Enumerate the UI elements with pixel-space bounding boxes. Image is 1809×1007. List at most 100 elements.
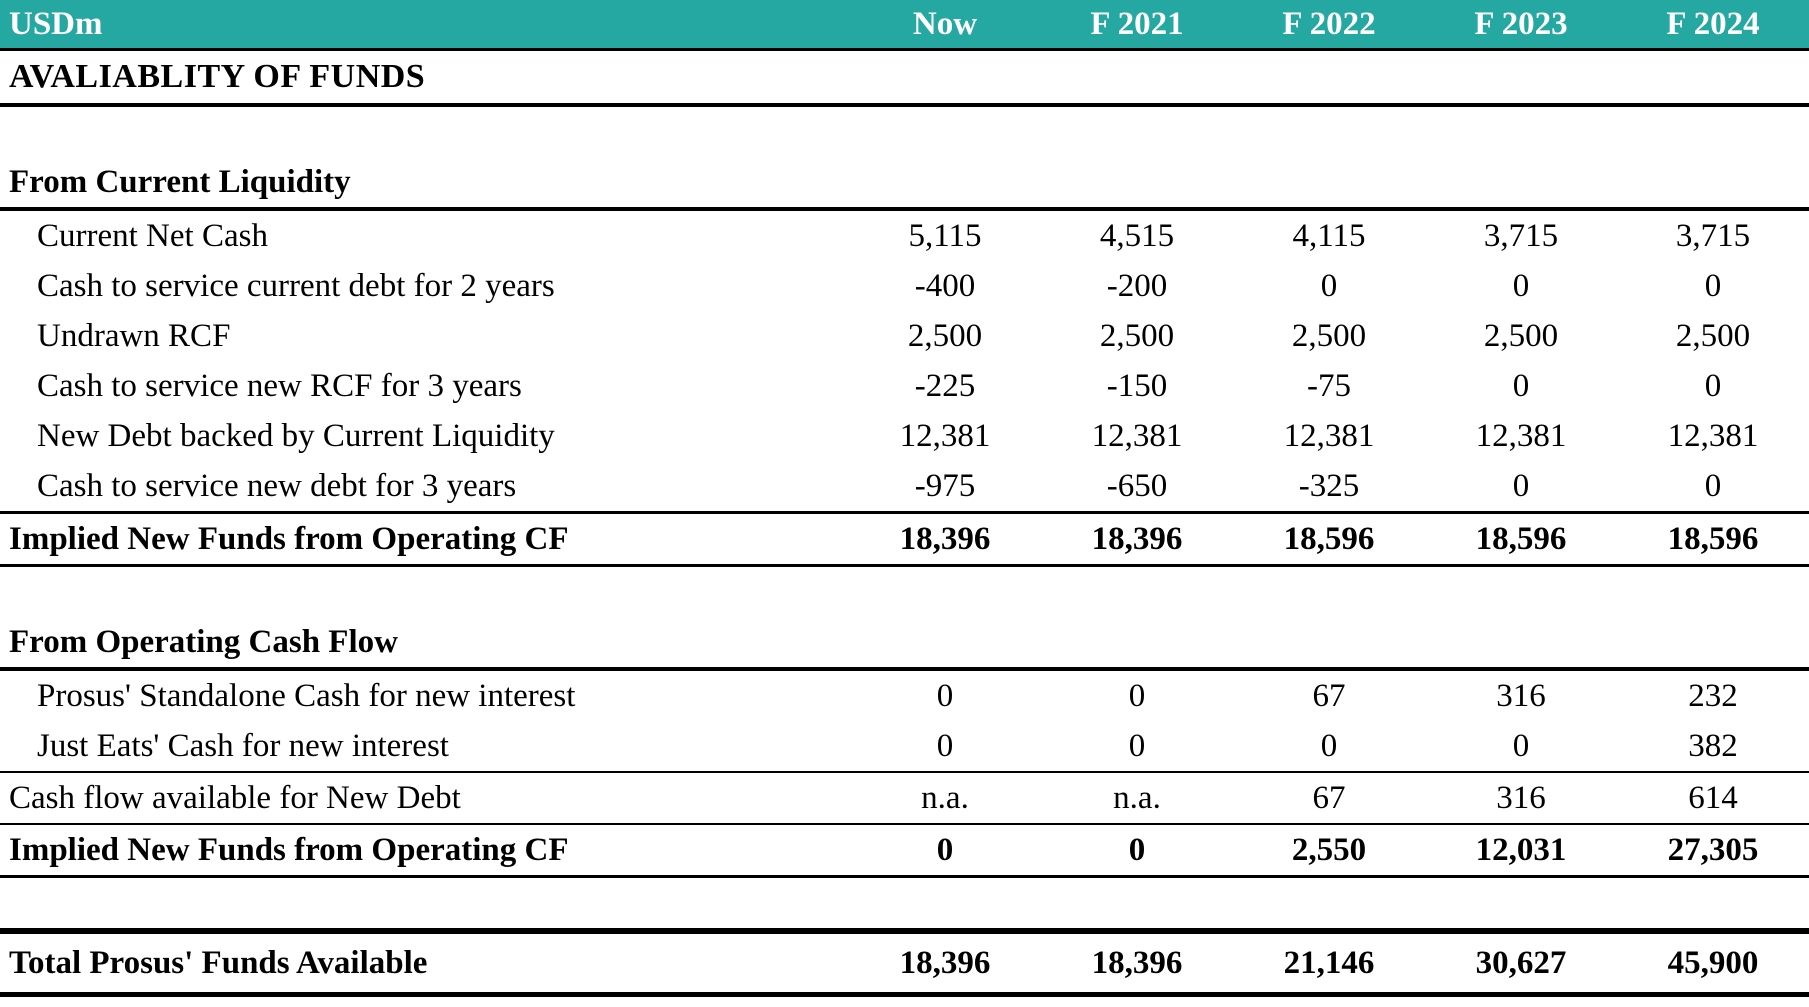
cell-value: 0: [1512, 467, 1530, 504]
cell-value: -150: [1106, 367, 1168, 404]
row-label: Prosus' Standalone Cash for new interest: [37, 677, 576, 714]
cell-value: 382: [1688, 727, 1738, 764]
cell-value: -325: [1298, 467, 1360, 504]
cell-value: 0: [1320, 727, 1338, 764]
row-label: Cash to service new debt for 3 years: [37, 467, 517, 504]
cell-value: n.a.: [921, 779, 969, 816]
table-row: Cash to service new RCF for 3 years -225 -…: [0, 361, 1809, 411]
cell-value: 3,715: [1483, 217, 1559, 254]
cell-value: 45,900: [1667, 944, 1759, 981]
cell-value: 18,396: [1091, 520, 1183, 557]
table-row: Cash flow available for New Debt n.a. n.a.…: [0, 773, 1809, 825]
cell-value: 2,550: [1291, 831, 1367, 868]
unit-label: USDm: [9, 5, 103, 42]
cell-value: 2,500: [1675, 317, 1751, 354]
cell-value: -975: [914, 467, 976, 504]
row-label: From Current Liquidity: [9, 163, 351, 200]
cell-value: 18,396: [899, 944, 991, 981]
cell-value: -400: [914, 267, 976, 304]
cell-value: 0: [1704, 367, 1722, 404]
table-header-row: USDm Now F 2021 F 2022 F 2023 F 2024: [0, 0, 1809, 51]
column-header: F 2024: [1666, 5, 1760, 42]
cell-value: 12,381: [1283, 417, 1375, 454]
table-row: Cash to service new debt for 3 years -975…: [0, 461, 1809, 514]
cell-value: 18,396: [899, 520, 991, 557]
table-row: Total Prosus' Funds Available 18,396 18,39…: [0, 928, 1809, 997]
table-row: Just Eats' Cash for new interest 0 0 0 0 382: [0, 721, 1809, 773]
cell-value: 30,627: [1475, 944, 1567, 981]
row-label: From Operating Cash Flow: [9, 623, 398, 660]
table-row: Implied New Funds from Operating CF 0 0 2,5…: [0, 825, 1809, 878]
table-title: AVALIABLITY OF FUNDS: [9, 58, 426, 95]
spacer-row: [0, 107, 1809, 157]
cell-value: 0: [936, 677, 954, 714]
cell-value: 0: [1128, 677, 1146, 714]
row-label: New Debt backed by Current Liquidity: [37, 417, 555, 454]
table-row: From Operating Cash Flow: [0, 617, 1809, 671]
spacer-row: [0, 878, 1809, 928]
cell-value: 18,596: [1283, 520, 1375, 557]
spacer-row: [0, 567, 1809, 617]
cell-value: 12,381: [899, 417, 991, 454]
row-label: Cash to service new RCF for 3 years: [37, 367, 522, 404]
cell-value: 2,500: [1099, 317, 1175, 354]
cell-value: -225: [914, 367, 976, 404]
table-row: Undrawn RCF 2,500 2,500 2,500 2,500 2,500: [0, 311, 1809, 361]
cell-value: 316: [1496, 779, 1546, 816]
cell-value: 0: [1512, 367, 1530, 404]
table-row: Prosus' Standalone Cash for new interest…: [0, 671, 1809, 721]
cell-value: -650: [1106, 467, 1168, 504]
row-label: Just Eats' Cash for new interest: [37, 727, 449, 764]
column-header: Now: [912, 5, 978, 42]
cell-value: 4,515: [1099, 217, 1175, 254]
cell-value: 2,500: [907, 317, 983, 354]
cell-value: 2,500: [1291, 317, 1367, 354]
table-row: New Debt backed by Current Liquidity 12,3…: [0, 411, 1809, 461]
cell-value: 4,115: [1292, 217, 1366, 254]
cell-value: 12,381: [1091, 417, 1183, 454]
table-row: Implied New Funds from Operating CF 18,39…: [0, 514, 1809, 567]
cell-value: 27,305: [1667, 831, 1759, 868]
cell-value: 614: [1688, 779, 1738, 816]
cell-value: 12,381: [1667, 417, 1759, 454]
cell-value: 0: [936, 727, 954, 764]
cell-value: 0: [1512, 727, 1530, 764]
cell-value: 0: [1704, 267, 1722, 304]
cell-value: -75: [1307, 367, 1351, 404]
row-label: Implied New Funds from Operating CF: [9, 831, 569, 868]
cell-value: 2,500: [1483, 317, 1559, 354]
cell-value: 18,596: [1667, 520, 1759, 557]
table-row: From Current Liquidity: [0, 157, 1809, 211]
cell-value: n.a.: [1113, 779, 1161, 816]
cell-value: 67: [1312, 677, 1346, 714]
row-label: Total Prosus' Funds Available: [9, 944, 428, 981]
column-header: F 2022: [1282, 5, 1376, 42]
cell-value: 3,715: [1675, 217, 1751, 254]
cell-value: 0: [1704, 467, 1722, 504]
table-row: Cash to service current debt for 2 years…: [0, 261, 1809, 311]
cell-value: 232: [1688, 677, 1738, 714]
cell-value: 5,115: [908, 217, 982, 254]
cell-value: 0: [1512, 267, 1530, 304]
table-body: From Current Liquidity Current Net Cash 5,…: [0, 107, 1809, 997]
cell-value: 12,031: [1475, 831, 1567, 868]
cell-value: 316: [1496, 677, 1546, 714]
column-header: F 2023: [1474, 5, 1568, 42]
cell-value: 18,596: [1475, 520, 1567, 557]
cell-value: 0: [1128, 831, 1146, 868]
row-label: Undrawn RCF: [37, 317, 231, 354]
row-label: Current Net Cash: [37, 217, 268, 254]
row-label: Implied New Funds from Operating CF: [9, 520, 569, 557]
row-label: Cash flow available for New Debt: [9, 779, 461, 816]
cell-value: 12,381: [1475, 417, 1567, 454]
cell-value: 21,146: [1283, 944, 1375, 981]
cell-value: 67: [1312, 779, 1346, 816]
cell-value: 18,396: [1091, 944, 1183, 981]
cell-value: 0: [1128, 727, 1146, 764]
table-title-row: AVALIABLITY OF FUNDS: [0, 51, 1809, 107]
row-label: Cash to service current debt for 2 years: [37, 267, 555, 304]
cell-value: 0: [936, 831, 954, 868]
cell-value: -200: [1106, 267, 1168, 304]
cell-value: 0: [1320, 267, 1338, 304]
